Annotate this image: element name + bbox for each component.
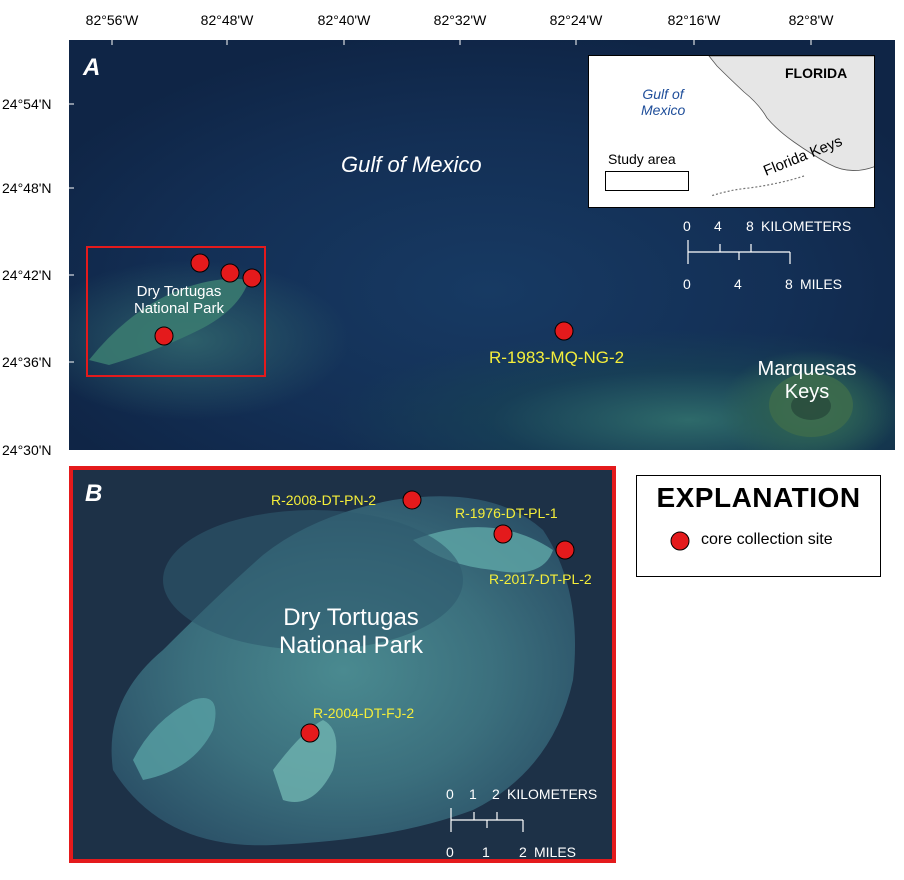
legend-site-marker bbox=[670, 531, 690, 551]
core-site-marker bbox=[154, 326, 174, 346]
longitude-label: 82°56'W bbox=[85, 12, 139, 28]
latitude-label: 24°54'N bbox=[2, 96, 52, 112]
scale-km-unit: KILOMETERS bbox=[761, 218, 852, 234]
gulf-of-mexico-label: Gulf of Mexico bbox=[341, 152, 482, 177]
longitude-label: 82°8'W bbox=[788, 12, 834, 28]
latitude-label: 24°30'N bbox=[2, 442, 52, 458]
scale-mi-tick: 2 bbox=[519, 844, 527, 860]
scale-mi-unit: MILES bbox=[800, 276, 843, 292]
dry-tortugas-label: Dry Tortugas National Park bbox=[133, 283, 225, 317]
explanation-legend: EXPLANATION core collection site bbox=[636, 475, 881, 577]
longitude-label: 82°16'W bbox=[667, 12, 721, 28]
site-label-pl-2: R-2017-DT-PL-2 bbox=[489, 571, 592, 587]
longitude-label: 82°40'W bbox=[317, 12, 371, 28]
core-site-marker bbox=[554, 321, 574, 341]
site-label-mq-ng-2: R-1983-MQ-NG-2 bbox=[489, 348, 625, 367]
scale-mi-tick: 1 bbox=[482, 844, 490, 860]
site-label-pn-2: R-2008-DT-PN-2 bbox=[271, 492, 377, 508]
site-label-fj-2: R-2004-DT-FJ-2 bbox=[313, 705, 415, 721]
dry-tortugas-satellite bbox=[111, 496, 576, 846]
inset-study-area-box bbox=[605, 171, 689, 191]
core-site-marker bbox=[242, 268, 262, 288]
scale-mi-tick: 0 bbox=[683, 276, 691, 292]
core-site-marker bbox=[300, 723, 320, 743]
inset-gulf-label: Gulf of Mexico bbox=[641, 86, 686, 118]
scale-km-tick: 4 bbox=[714, 218, 722, 234]
longitude-label: 82°48'W bbox=[200, 12, 254, 28]
scale-km-unit: KILOMETERS bbox=[507, 786, 598, 802]
latitude-label: 24°36'N bbox=[2, 354, 52, 370]
core-site-marker bbox=[555, 540, 575, 560]
core-site-marker bbox=[402, 490, 422, 510]
dry-tortugas-islands-shape bbox=[89, 278, 249, 365]
scale-km-tick: 1 bbox=[469, 786, 477, 802]
panel-letter-a: A bbox=[83, 54, 101, 81]
panel-letter-b: B bbox=[85, 480, 103, 507]
florida-outline bbox=[708, 56, 874, 197]
scale-km-tick: 8 bbox=[746, 218, 754, 234]
core-site-marker bbox=[190, 253, 210, 273]
site-label-pl-1: R-1976-DT-PL-1 bbox=[455, 505, 558, 521]
inset-florida-label: FLORIDA bbox=[785, 65, 848, 81]
longitude-label: 82°32'W bbox=[433, 12, 487, 28]
scale-km-tick: 2 bbox=[492, 786, 500, 802]
latitude-label: 24°42'N bbox=[2, 267, 52, 283]
scale-km-tick: 0 bbox=[446, 786, 454, 802]
map-panel-b: B Dry Tortugas National Park R-2008-DT-P… bbox=[69, 466, 616, 863]
locator-inset-map: Gulf of Mexico FLORIDA Study area Florid… bbox=[588, 55, 875, 208]
latitude-label: 24°48'N bbox=[2, 180, 52, 196]
study-area-box bbox=[86, 246, 266, 377]
longitude-label: 82°24'W bbox=[549, 12, 603, 28]
scale-mi-tick: 8 bbox=[785, 276, 793, 292]
inset-study-area-label: Study area bbox=[608, 151, 676, 167]
scale-bar-b bbox=[450, 808, 524, 832]
scale-km-tick: 0 bbox=[683, 218, 691, 234]
scale-mi-tick: 4 bbox=[734, 276, 742, 292]
scale-mi-tick: 0 bbox=[446, 844, 454, 860]
dry-tortugas-label-b: Dry Tortugas National Park bbox=[278, 604, 424, 659]
explanation-title: EXPLANATION bbox=[656, 482, 861, 513]
scale-mi-unit: MILES bbox=[534, 844, 577, 860]
scale-bar-a bbox=[687, 240, 791, 264]
core-site-marker bbox=[220, 263, 240, 283]
map-a-frame-ticks bbox=[69, 40, 853, 437]
marquesas-keys-label: Marquesas Keys bbox=[757, 358, 857, 403]
legend-site-label: core collection site bbox=[701, 531, 833, 548]
core-site-marker bbox=[493, 524, 513, 544]
